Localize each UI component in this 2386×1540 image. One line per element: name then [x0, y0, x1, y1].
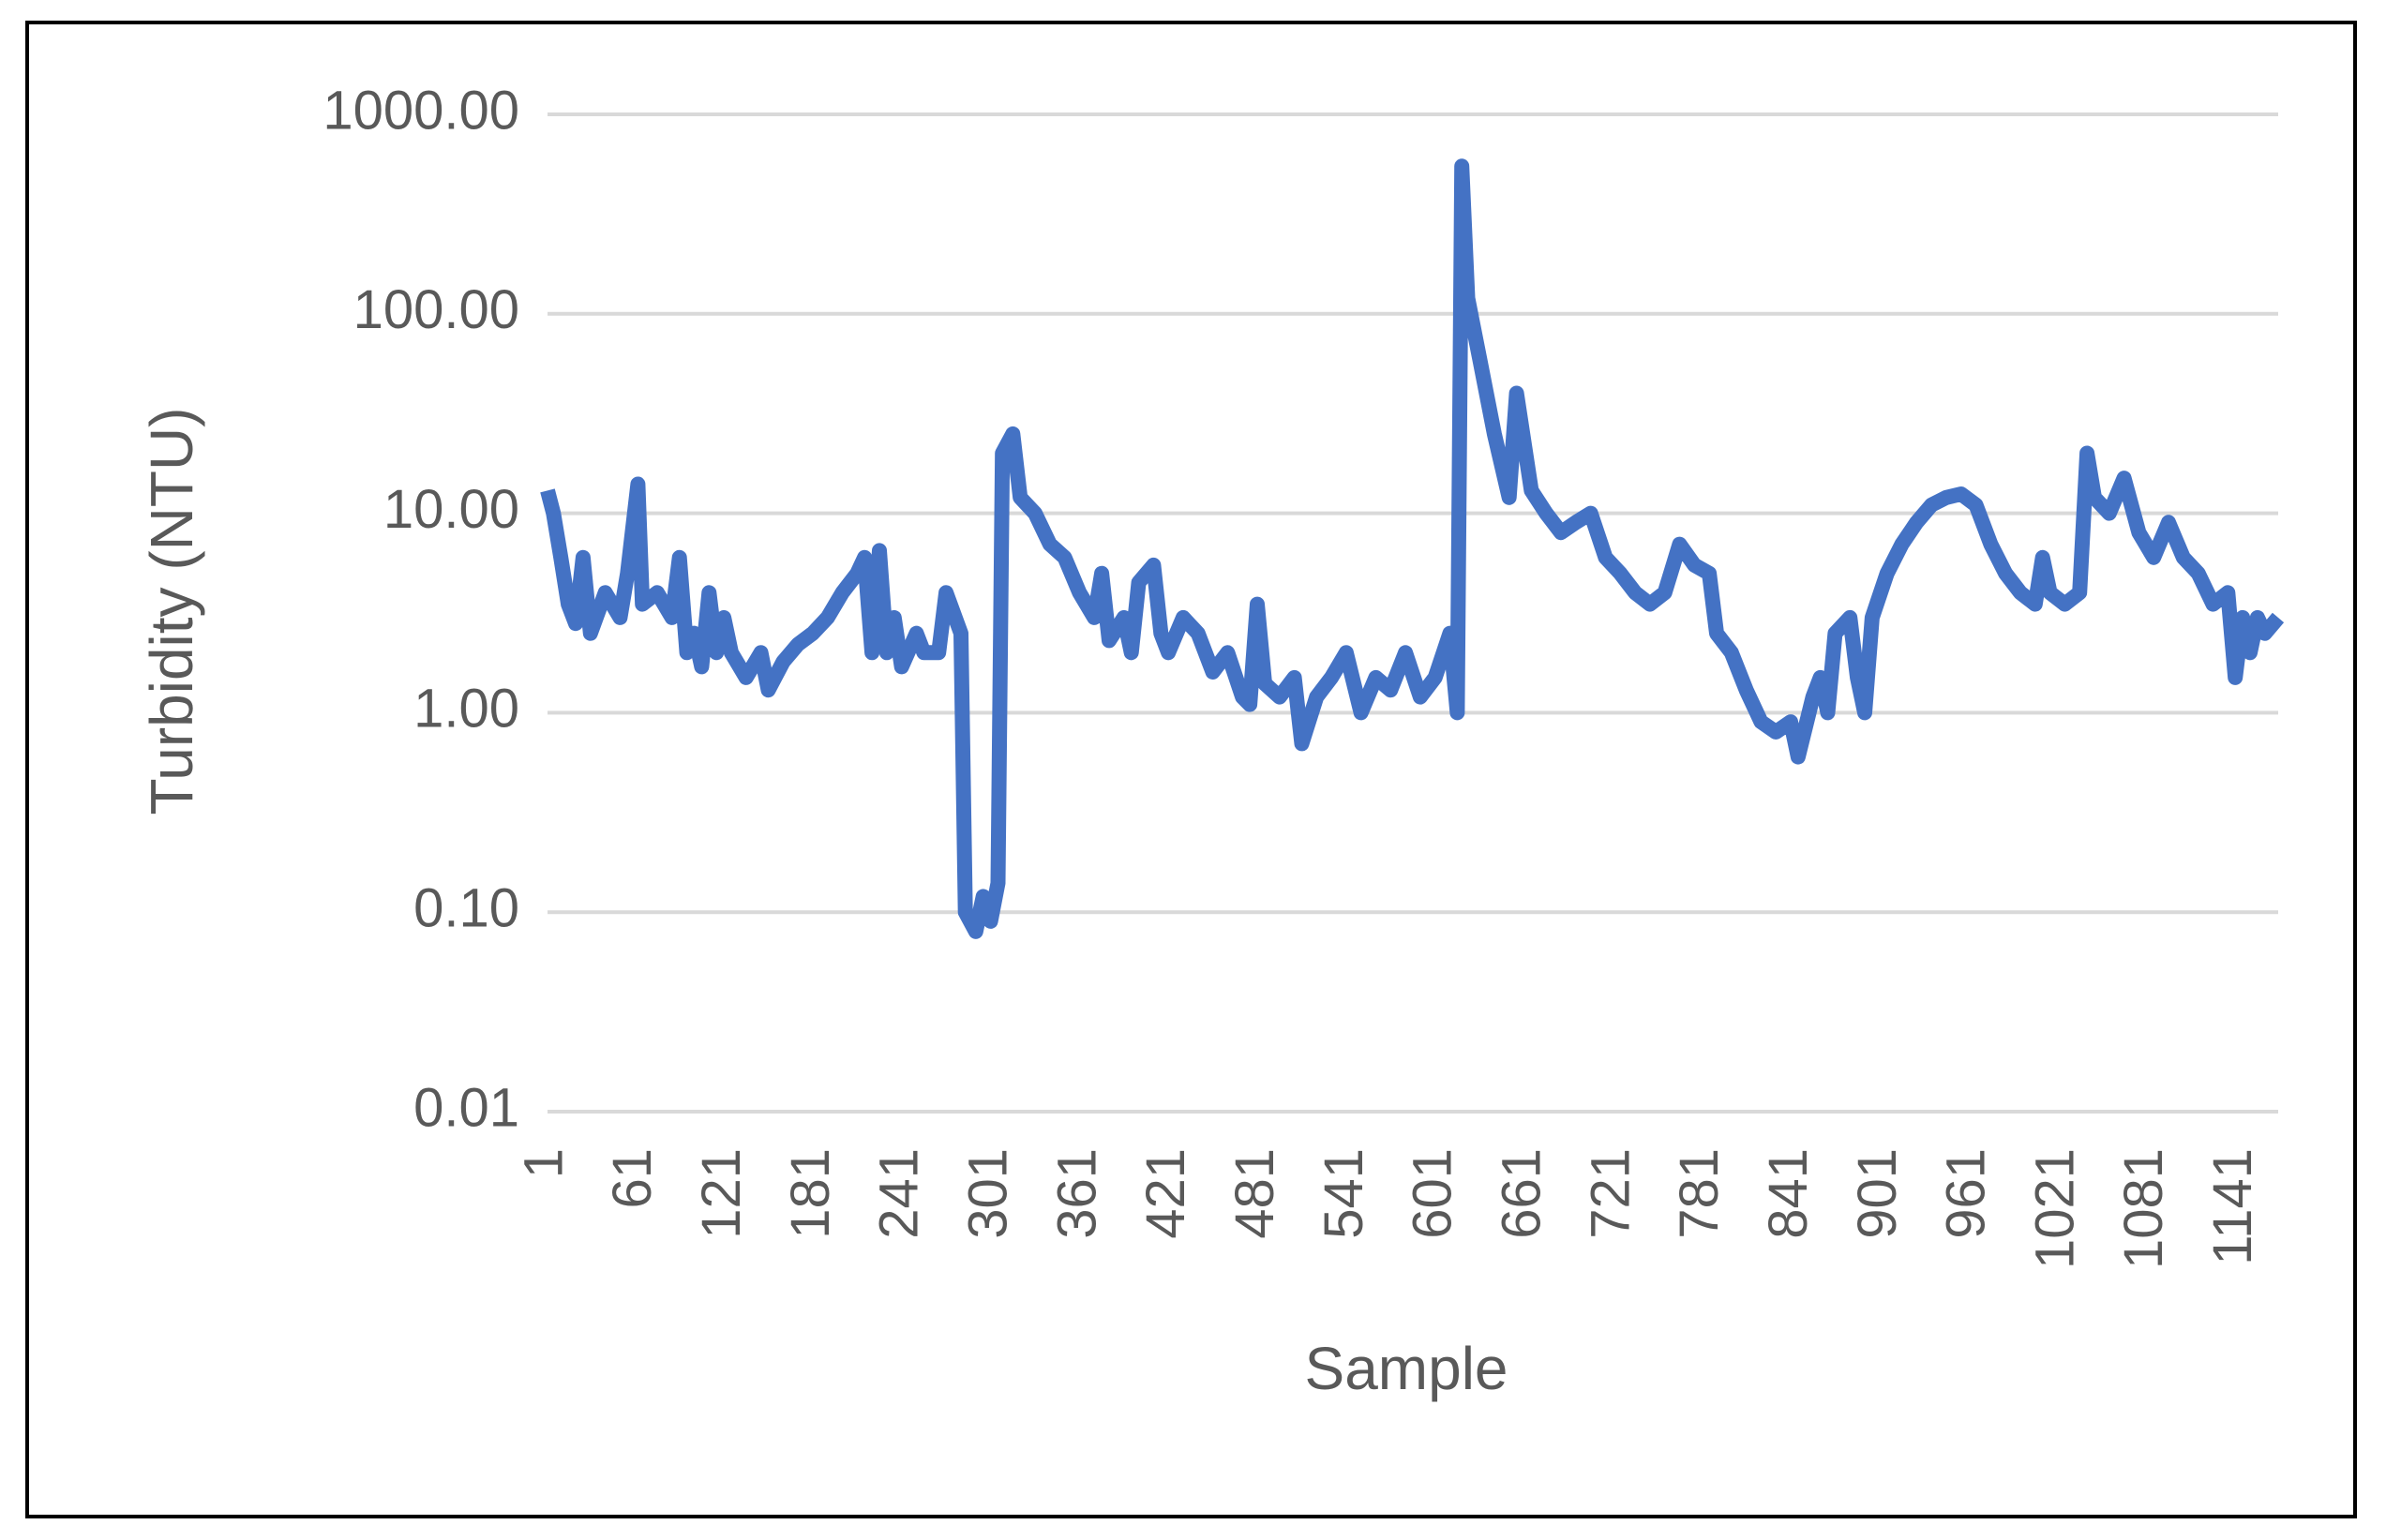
x-tick-label: 1021	[2024, 1148, 2085, 1269]
x-tick-label: 901	[1847, 1148, 1908, 1239]
chart-border	[25, 21, 2357, 1518]
y-axis-title: Turbidity (NTU)	[138, 408, 205, 815]
x-tick-label: 1141	[2202, 1148, 2263, 1265]
x-tick-label: 961	[1936, 1148, 1997, 1239]
x-tick-label: 1	[513, 1148, 574, 1178]
data-line	[540, 158, 2285, 939]
x-tick-label: 181	[780, 1148, 841, 1239]
x-tick-label: 481	[1224, 1148, 1285, 1239]
y-tick-label: 1.00	[413, 679, 519, 740]
y-tick-label: 1000.00	[323, 80, 519, 141]
y-tick-label: 100.00	[353, 279, 519, 340]
x-tick-label: 781	[1669, 1148, 1730, 1239]
y-tick-label: 10.00	[383, 479, 519, 540]
x-tick-label: 541	[1313, 1148, 1374, 1239]
x-tick-label: 421	[1135, 1148, 1196, 1239]
x-tick-label: 241	[869, 1148, 930, 1239]
x-tick-label: 61	[602, 1148, 663, 1209]
x-tick-label: 841	[1758, 1148, 1819, 1239]
y-tick-label: 0.01	[413, 1077, 519, 1138]
y-tick-label: 0.10	[413, 878, 519, 939]
x-tick-label: 1081	[2113, 1148, 2174, 1269]
x-tick-label: 121	[691, 1148, 752, 1239]
x-tick-label: 661	[1491, 1148, 1552, 1239]
x-tick-label: 601	[1403, 1148, 1463, 1239]
x-tick-label: 361	[1046, 1148, 1107, 1239]
x-axis-title: Sample	[1305, 1335, 1508, 1402]
x-tick-label: 721	[1580, 1148, 1641, 1239]
x-tick-label: 301	[957, 1148, 1018, 1239]
